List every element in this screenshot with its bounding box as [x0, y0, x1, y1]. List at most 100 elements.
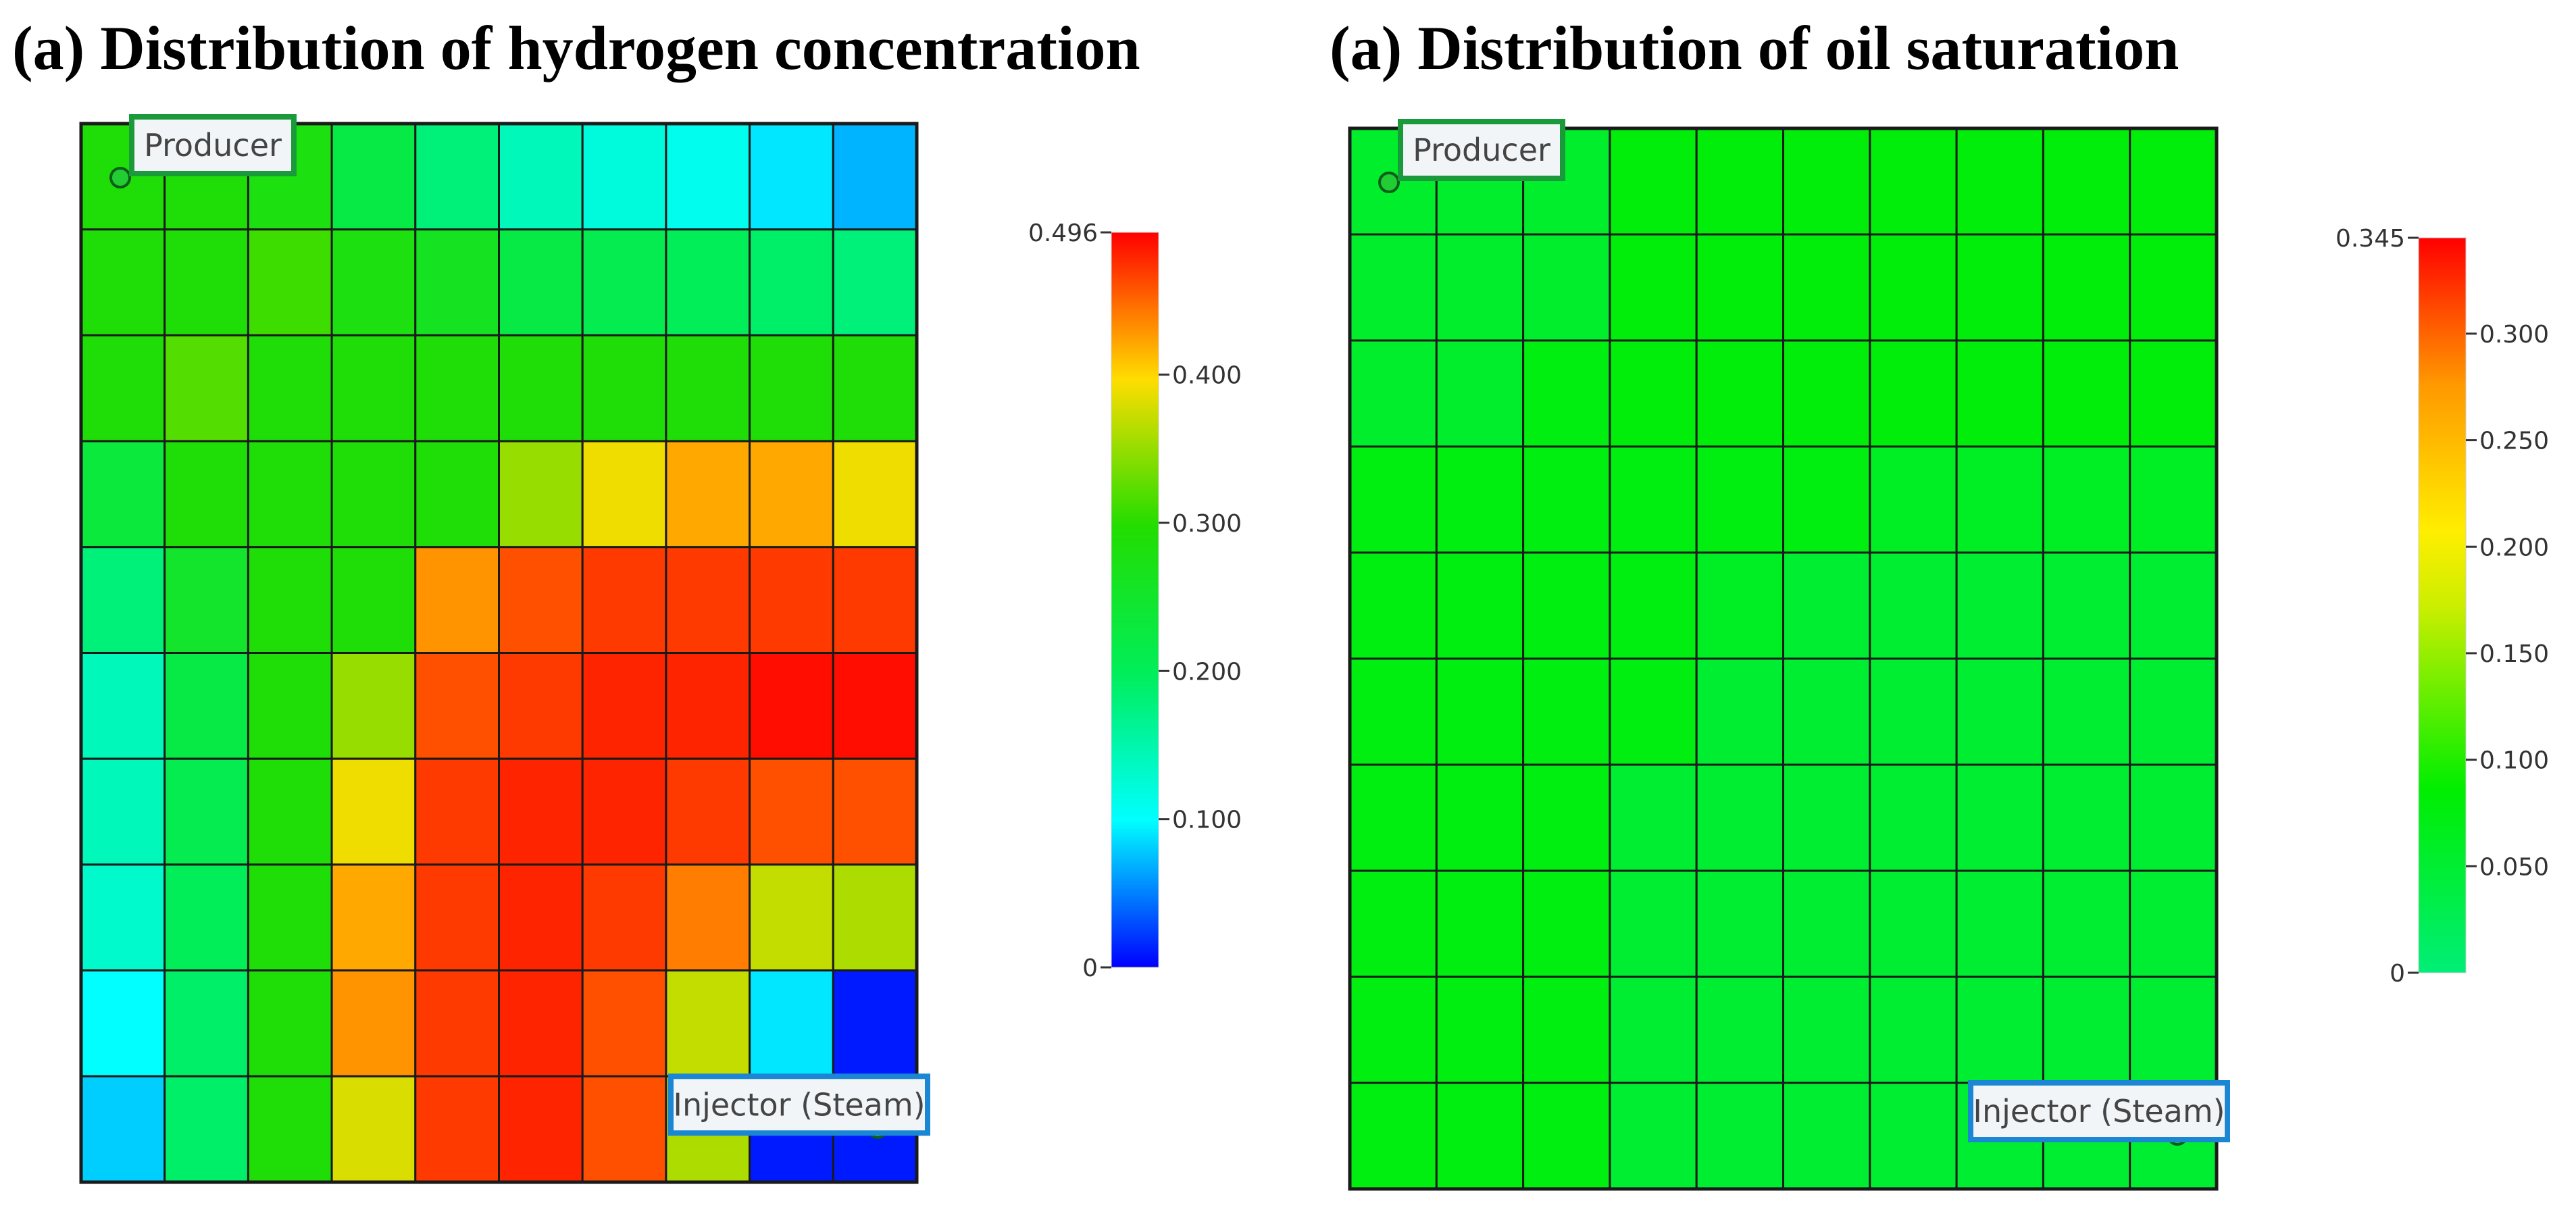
heatmap-cell	[163, 1075, 249, 1184]
heatmap-cell	[330, 440, 417, 549]
heatmap-cell	[1955, 339, 2044, 448]
heatmap-cell	[1869, 657, 1958, 766]
heatmap-cell	[414, 969, 500, 1077]
heatmap-cell	[832, 122, 918, 231]
heatmap-cell	[1695, 869, 1784, 978]
heatmap-cell	[581, 334, 667, 442]
heatmap-cell	[581, 440, 667, 549]
heatmap-cell	[1435, 339, 1525, 448]
heatmap-cell	[163, 228, 249, 336]
heatmap-cell	[1522, 1082, 1611, 1190]
heatmap-cell	[1609, 551, 1698, 660]
heatmap-cell	[665, 122, 751, 231]
heatmap-cell	[330, 228, 417, 336]
heatmap-cell	[2042, 551, 2131, 660]
heatmap-cell	[1695, 445, 1784, 554]
heatmap-cell	[498, 440, 584, 549]
colorbar	[1111, 232, 1159, 968]
heatmap-cell	[1955, 551, 2044, 660]
heatmap-cell	[749, 122, 834, 231]
heatmap-cell	[665, 863, 751, 972]
heatmap-cell	[1522, 657, 1611, 766]
heatmap-cell	[1348, 1082, 1438, 1190]
heatmap-cell	[247, 969, 333, 1077]
heatmap-cell	[1348, 551, 1438, 660]
heatmap-cell	[2042, 763, 2131, 872]
oil-saturation-panel: 0 0.050 0.100 0.150 0.200 0.250 0.300 0.345 Prod…	[1348, 119, 2549, 1191]
well-label-box	[1968, 1080, 2230, 1142]
heatmap-cell	[581, 228, 667, 336]
heatmap-cell	[498, 122, 584, 231]
heatmap-cell	[414, 440, 500, 549]
heatmap-cell	[247, 757, 333, 866]
well-label: Injector (Steam)	[1973, 1093, 2225, 1129]
heatmap-cell	[1609, 233, 1698, 342]
heatmap-cell	[330, 757, 417, 866]
colorbar-tick-label: 0.200	[1172, 658, 1242, 686]
well-marker	[109, 167, 131, 188]
heatmap-cell	[1609, 127, 1698, 236]
heatmap-cell	[1522, 763, 1611, 872]
heatmap-cell	[1348, 445, 1438, 554]
heatmap-cell	[1869, 445, 1958, 554]
heatmap-cell	[1869, 127, 1958, 236]
heatmap-cell	[1522, 975, 1611, 1084]
heatmap-cell	[832, 969, 918, 1077]
heatmap-cell	[2042, 445, 2131, 554]
well-label-box	[1398, 119, 1565, 181]
heatmap-cell	[2042, 869, 2131, 978]
heatmap-cell	[665, 546, 751, 654]
heatmap-cell	[330, 863, 417, 972]
heatmap-cell	[1782, 869, 1871, 978]
heatmap-cell	[330, 334, 417, 442]
heatmap-cell	[247, 546, 333, 654]
heatmap-cell	[1609, 657, 1698, 766]
heatmap-cell	[330, 652, 417, 760]
heatmap-cell	[1348, 233, 1438, 342]
heatmap-cell	[2129, 233, 2218, 342]
heatmap-cell	[1609, 1082, 1698, 1190]
colorbar-tick-label: 0	[1082, 955, 1098, 982]
well-label-box	[129, 114, 297, 176]
heatmap-cell	[1609, 975, 1698, 1084]
heatmap-cell	[498, 228, 584, 336]
heatmap-cell	[749, 757, 834, 866]
heatmap-cell	[1348, 975, 1438, 1084]
heatmap-cell	[1782, 657, 1871, 766]
heatmap-cell	[1695, 233, 1784, 342]
heatmap-cell	[665, 228, 751, 336]
heatmap-cell	[330, 546, 417, 654]
heatmap-cell	[749, 440, 834, 549]
heatmap-cell	[163, 334, 249, 442]
well-label-box	[668, 1073, 930, 1136]
colorbar	[2418, 237, 2467, 973]
heatmap-cell	[1435, 975, 1525, 1084]
heatmap-cell	[414, 1075, 500, 1184]
heatmap-cell	[832, 652, 918, 760]
heatmap-cell	[498, 546, 584, 654]
heatmap-cell	[749, 863, 834, 972]
heatmap-cell	[1435, 869, 1525, 978]
heatmap-cell	[414, 334, 500, 442]
heatmap-cell	[330, 969, 417, 1077]
heatmap-cell	[1695, 763, 1784, 872]
heatmap-cell	[1609, 339, 1698, 448]
heatmap-cell	[2042, 339, 2131, 448]
heatmap-cell	[1435, 763, 1525, 872]
heatmap-cell	[163, 440, 249, 549]
colorbar-tick-label: 0.496	[1028, 220, 1098, 247]
heatmap-cell	[247, 228, 333, 336]
heatmap-cell	[1522, 233, 1611, 342]
heatmap-cell	[498, 757, 584, 866]
heatmap-cell	[163, 969, 249, 1077]
heatmap-cell	[1955, 445, 2044, 554]
heatmap-cell	[498, 1075, 584, 1184]
heatmap-cell	[1435, 233, 1525, 342]
heatmap-cell	[665, 757, 751, 866]
heatmap-cell	[2042, 657, 2131, 766]
heatmap-cell	[581, 863, 667, 972]
heatmap-cell	[1869, 339, 1958, 448]
heatmap-cell	[1609, 763, 1698, 872]
heatmap-cell	[581, 757, 667, 866]
